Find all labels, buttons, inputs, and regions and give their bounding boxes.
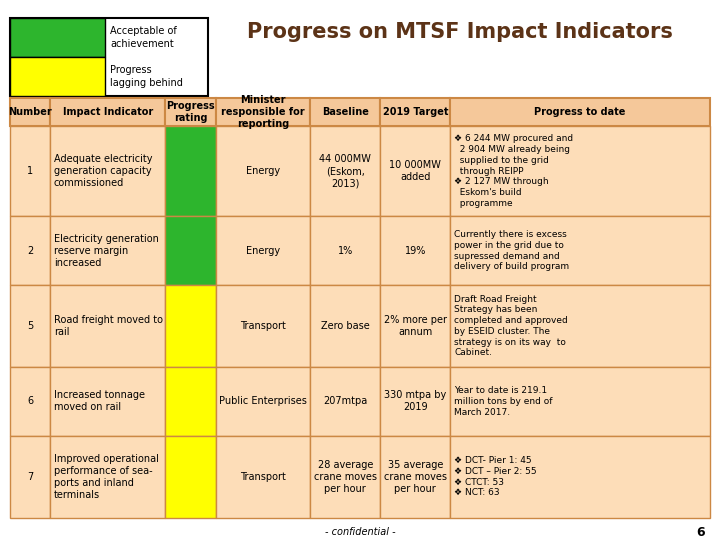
Bar — [216, 126, 310, 217]
Text: 10 000MW
added: 10 000MW added — [390, 160, 441, 182]
Text: Increased tonnage
moved on rail: Increased tonnage moved on rail — [54, 390, 145, 413]
Text: 2: 2 — [27, 246, 33, 255]
Bar — [50, 217, 166, 285]
Bar — [216, 367, 310, 436]
Bar — [310, 367, 380, 436]
Text: Number: Number — [8, 107, 52, 117]
Text: Draft Road Freight
Strategy has been
completed and approved
by ESEID cluster. Th: Draft Road Freight Strategy has been com… — [454, 295, 568, 357]
Text: ❖ DCT- Pier 1: 45
❖ DCT – Pier 2: 55
❖ CTCT: 53
❖ NCT: 63: ❖ DCT- Pier 1: 45 ❖ DCT – Pier 2: 55 ❖ C… — [454, 456, 537, 497]
Bar — [216, 217, 310, 285]
Bar — [10, 98, 50, 126]
Bar — [166, 217, 216, 285]
Bar — [10, 18, 208, 96]
Text: 5: 5 — [27, 321, 33, 331]
Text: Transport: Transport — [240, 321, 286, 331]
Bar — [450, 126, 710, 217]
Text: Energy: Energy — [246, 166, 280, 176]
Bar — [10, 285, 50, 367]
Text: Acceptable of
achievement: Acceptable of achievement — [110, 26, 177, 49]
Text: Impact Indicator: Impact Indicator — [63, 107, 153, 117]
Text: Currently there is excess
power in the grid due to
supressed demand and
delivery: Currently there is excess power in the g… — [454, 230, 570, 271]
Text: 2% more per
annum: 2% more per annum — [384, 315, 447, 337]
Bar — [380, 367, 450, 436]
Bar — [450, 98, 710, 126]
Text: Electricity generation
reserve margin
increased: Electricity generation reserve margin in… — [54, 234, 159, 268]
Bar — [10, 367, 50, 436]
Bar — [380, 285, 450, 367]
Text: Progress to date: Progress to date — [534, 107, 626, 117]
Bar — [450, 217, 710, 285]
Bar — [310, 98, 380, 126]
Bar — [50, 367, 166, 436]
Text: Year to date is 219.1
million tons by end of
March 2017.: Year to date is 219.1 million tons by en… — [454, 386, 553, 417]
Bar — [216, 436, 310, 518]
Text: Improved operational
performance of sea-
ports and inland
terminals: Improved operational performance of sea-… — [54, 454, 159, 500]
Text: ❖ 6 244 MW procured and
  2 904 MW already being
  supplied to the grid
  throug: ❖ 6 244 MW procured and 2 904 MW already… — [454, 134, 573, 208]
Bar — [10, 436, 50, 518]
Bar — [10, 217, 50, 285]
Text: 44 000MW
(Eskom,
2013): 44 000MW (Eskom, 2013) — [320, 154, 372, 188]
Bar — [10, 57, 105, 96]
Text: Baseline: Baseline — [322, 107, 369, 117]
Text: 330 mtpa by
2019: 330 mtpa by 2019 — [384, 390, 446, 413]
Text: Transport: Transport — [240, 472, 286, 482]
Text: Adequate electricity
generation capacity
commissioned: Adequate electricity generation capacity… — [54, 154, 153, 188]
Bar — [166, 126, 216, 217]
Text: 1%: 1% — [338, 246, 353, 255]
Bar — [166, 367, 216, 436]
Bar — [310, 126, 380, 217]
Text: 28 average
crane moves
per hour: 28 average crane moves per hour — [314, 460, 377, 494]
Text: Public Enterprises: Public Enterprises — [219, 396, 307, 407]
Bar — [10, 18, 105, 57]
Bar — [450, 367, 710, 436]
Text: 207mtpa: 207mtpa — [323, 396, 367, 407]
Bar — [310, 217, 380, 285]
Text: Road freight moved to
rail: Road freight moved to rail — [54, 315, 163, 337]
Bar — [50, 98, 166, 126]
Bar — [10, 126, 50, 217]
Text: 6: 6 — [27, 396, 33, 407]
Text: Progress
rating: Progress rating — [166, 101, 215, 123]
Text: 2019 Target: 2019 Target — [382, 107, 448, 117]
Text: 35 average
crane moves
per hour: 35 average crane moves per hour — [384, 460, 447, 494]
Bar — [380, 126, 450, 217]
Text: Progress on MTSF Impact Indicators: Progress on MTSF Impact Indicators — [247, 22, 673, 42]
Text: 19%: 19% — [405, 246, 426, 255]
Bar — [380, 436, 450, 518]
Text: Minister
responsible for
reporting: Minister responsible for reporting — [221, 96, 305, 129]
Bar — [216, 285, 310, 367]
Bar — [50, 436, 166, 518]
Bar — [166, 98, 216, 126]
Bar — [380, 217, 450, 285]
Bar — [216, 98, 310, 126]
Text: Energy: Energy — [246, 246, 280, 255]
Text: 1: 1 — [27, 166, 33, 176]
Text: Zero base: Zero base — [321, 321, 369, 331]
Bar — [450, 285, 710, 367]
Bar — [380, 98, 450, 126]
Bar — [166, 436, 216, 518]
Text: 7: 7 — [27, 472, 33, 482]
Text: Progress
lagging behind: Progress lagging behind — [110, 65, 183, 87]
Bar — [450, 436, 710, 518]
Bar — [310, 436, 380, 518]
Bar — [50, 285, 166, 367]
Bar — [310, 285, 380, 367]
Bar — [166, 285, 216, 367]
Text: 6: 6 — [696, 525, 705, 538]
Text: - confidential -: - confidential - — [325, 527, 395, 537]
Bar — [50, 126, 166, 217]
